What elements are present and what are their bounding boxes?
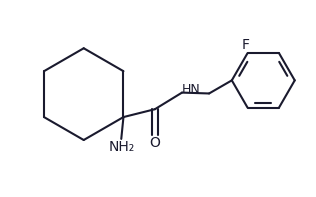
Text: O: O: [149, 136, 160, 150]
Text: F: F: [242, 38, 250, 52]
Text: NH₂: NH₂: [108, 140, 134, 154]
Text: HN: HN: [182, 83, 201, 96]
